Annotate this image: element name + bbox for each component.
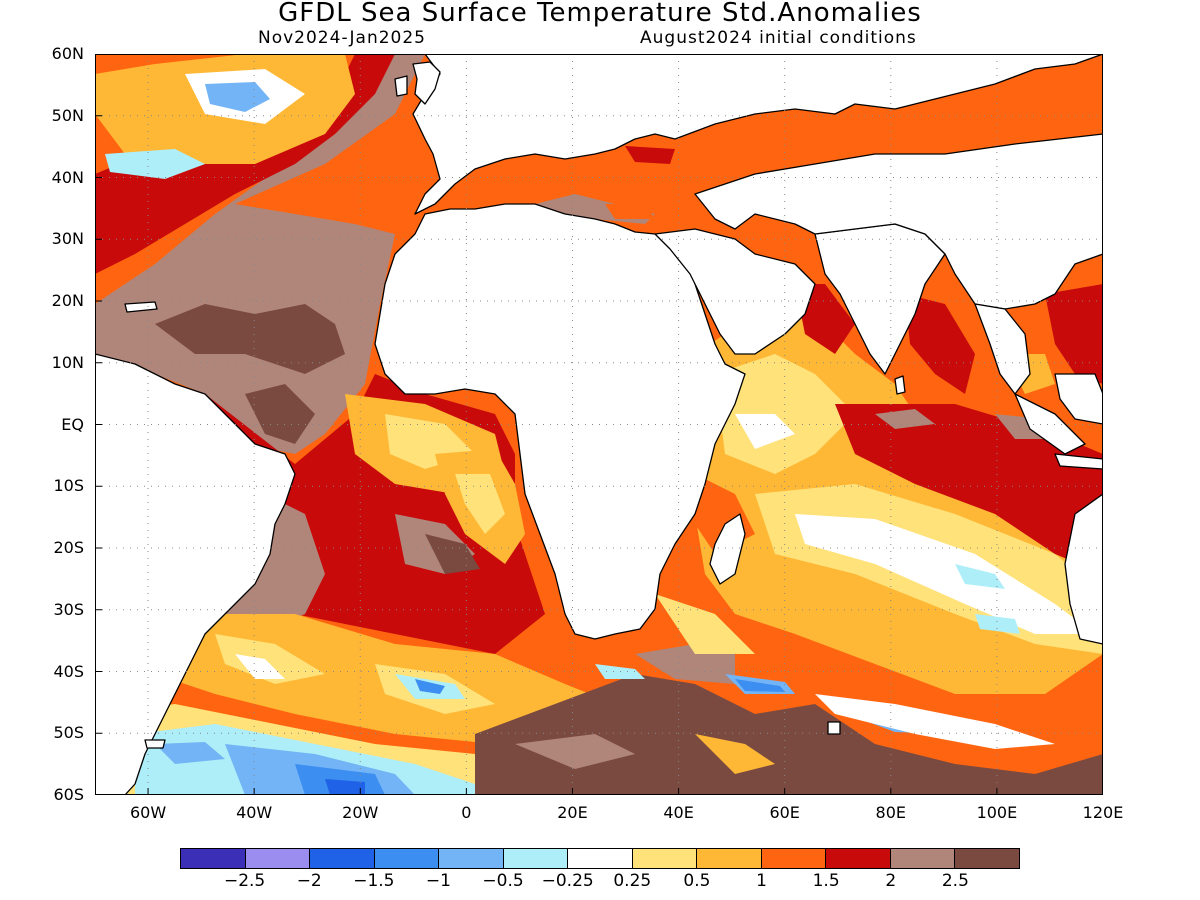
lat-tick-label: 10N [51, 352, 84, 372]
legend-label: −0.5 [482, 871, 524, 891]
land-australia [1064, 493, 1103, 645]
legend-label: 2 [885, 871, 897, 891]
legend-swatch [826, 849, 891, 868]
legend-swatch [245, 849, 311, 868]
gridlines [95, 54, 1103, 795]
legend-label: −1 [425, 871, 451, 891]
map-title: GFDL Sea Surface Temperature Std.Anomali… [278, 0, 922, 28]
lat-tick-label: 50N [51, 105, 84, 125]
legend-label: 0.5 [683, 871, 711, 891]
forecast-period: Nov2024-Jan2025 [258, 28, 426, 48]
anomaly-fields [95, 54, 1103, 795]
legend-swatch [955, 849, 1019, 868]
lon-tick-label: 80E [875, 803, 907, 822]
lon-tick-label: 100E [976, 803, 1018, 822]
lon-tick-label: 120E [1082, 803, 1124, 822]
lat-tick-label: 60N [51, 44, 84, 63]
anomaly-south-brazil [215, 494, 325, 634]
legend-label: 0.25 [613, 871, 652, 891]
legend-label: −1.5 [353, 871, 395, 891]
legend-label: 2.5 [941, 871, 969, 891]
legend-swatch [632, 849, 698, 868]
land [95, 54, 1103, 795]
legend-swatch [568, 849, 633, 868]
anomaly-north-atlantic-max [155, 304, 345, 374]
legend-swatch [374, 849, 440, 868]
legend-swatch [503, 849, 569, 868]
legend-swatch [697, 849, 762, 868]
legend-label: 1.5 [812, 871, 840, 891]
legend-swatch [439, 849, 504, 868]
lon-tick-label: 20W [342, 803, 379, 822]
legend-label: −0.25 [541, 871, 594, 891]
land-europe [394, 54, 1103, 215]
lon-tick-label: 40E [663, 803, 694, 822]
lat-tick-label: 10S [53, 476, 84, 496]
legend-swatch [181, 849, 246, 868]
legend-swatch [890, 849, 956, 868]
legend-label: −2 [296, 871, 322, 891]
lat-tick-label: 20N [51, 291, 84, 310]
legend-label: −2.5 [223, 871, 266, 891]
sst-anomaly-map [95, 54, 1103, 795]
lat-tick-label: 30S [53, 599, 84, 619]
lon-tick-label: 0 [461, 803, 472, 822]
initial-conditions: August2024 initial conditions [640, 28, 917, 48]
land-africa [374, 203, 746, 640]
anomaly-southern-ocean-high [475, 674, 1103, 795]
lat-tick-label: 30N [51, 229, 84, 249]
land-south-america [95, 353, 296, 795]
lat-tick-label: 40N [51, 167, 84, 187]
lat-tick-label: 20S [53, 538, 84, 557]
lat-tick-label: 40S [53, 661, 84, 681]
lon-tick-label: 40W [236, 803, 273, 822]
lon-tick-label: 60W [129, 803, 167, 822]
land-madagascar [709, 513, 746, 585]
lat-tick-label: 60S [53, 785, 84, 804]
lat-tick-label: EQ [61, 414, 84, 434]
lon-tick-label: 20E [557, 803, 588, 822]
lon-tick-label: 60E [769, 803, 800, 822]
legend-label: 1 [756, 871, 767, 891]
legend-swatch [761, 849, 827, 868]
lat-tick-label: 50S [53, 723, 84, 743]
legend-swatch [310, 849, 375, 868]
color-legend [180, 848, 1020, 869]
